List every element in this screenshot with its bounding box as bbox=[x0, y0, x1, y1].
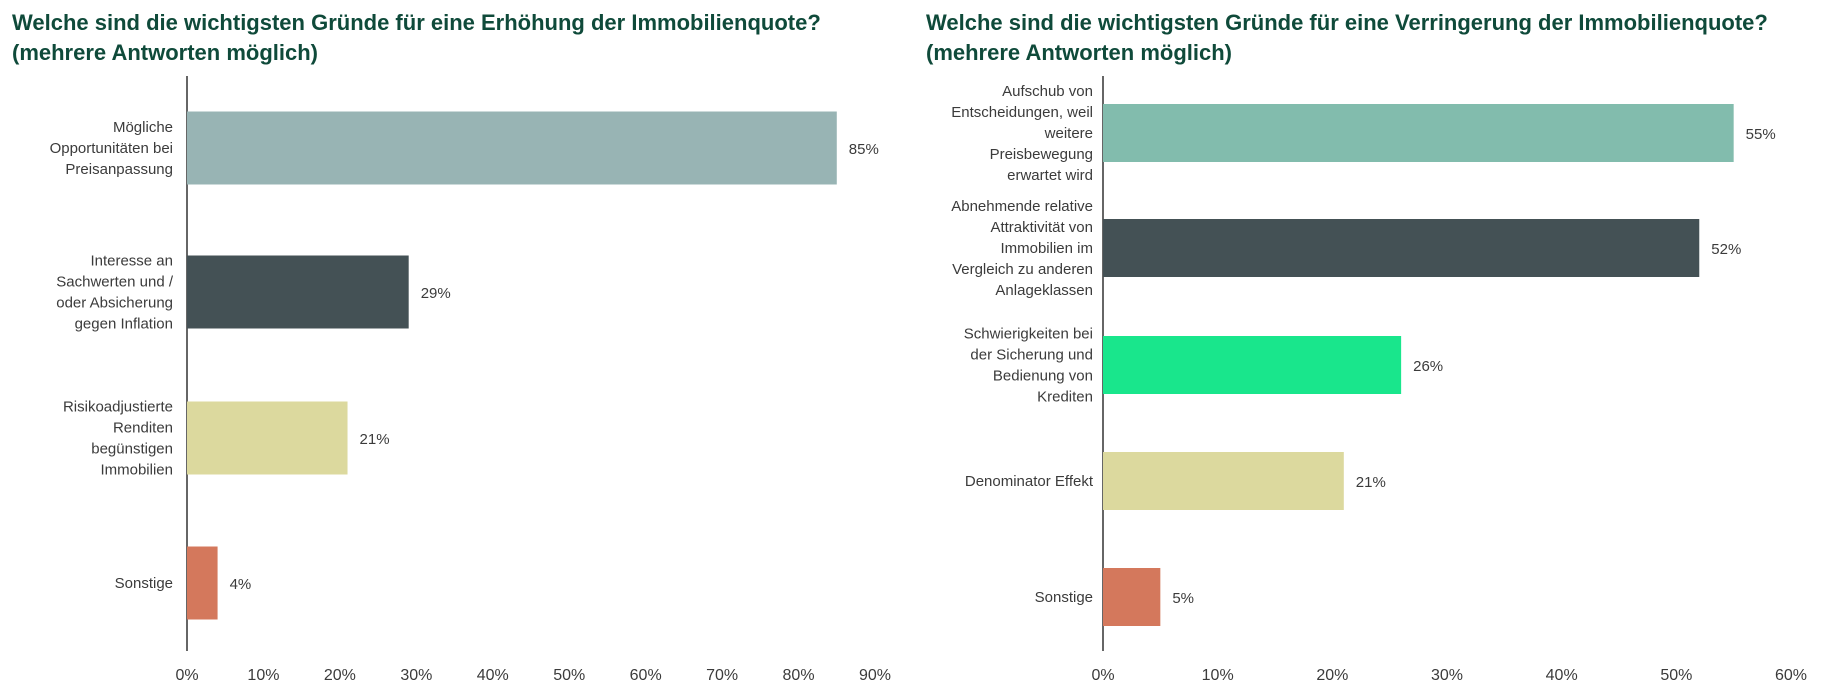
x-tick-label: 0% bbox=[1091, 667, 1114, 684]
bar-1 bbox=[187, 111, 837, 185]
category-label: Sonstige bbox=[1035, 589, 1093, 606]
category-label-line: erwartet wird bbox=[1007, 167, 1093, 184]
category-label-line: Renditen bbox=[113, 420, 173, 437]
category-label-line: gegen Inflation bbox=[75, 316, 173, 333]
category-label-line: oder Absicherung bbox=[56, 295, 173, 312]
category-label-line: Krediten bbox=[1037, 389, 1093, 406]
x-tick-label: 20% bbox=[324, 667, 356, 684]
x-tick-label: 0% bbox=[175, 667, 198, 684]
data-label: 4% bbox=[230, 576, 252, 593]
x-tick-label: 40% bbox=[1546, 667, 1578, 684]
bar-4 bbox=[187, 546, 218, 620]
data-label: 55% bbox=[1746, 126, 1776, 143]
x-tick-label: 10% bbox=[247, 667, 279, 684]
data-label: 26% bbox=[1413, 358, 1443, 375]
category-label: Risikoadjustierte Renditen begünstigen Immo… bbox=[63, 399, 173, 479]
category-label-line: der Sicherung und bbox=[970, 347, 1093, 364]
bar-2 bbox=[1103, 219, 1700, 277]
category-label-line: Immobilien im bbox=[1000, 240, 1093, 257]
category-label-line: Schwierigkeiten bei bbox=[964, 326, 1093, 343]
bar-3 bbox=[187, 401, 348, 475]
data-label: 5% bbox=[1172, 590, 1194, 607]
x-tick-label: 30% bbox=[400, 667, 432, 684]
category-label: Schwierigkeiten bei der Sicherung und Bedi… bbox=[964, 326, 1093, 406]
x-tick-label: 50% bbox=[553, 667, 585, 684]
data-label: 21% bbox=[360, 431, 390, 448]
chart-title-increase: Welche sind die wichtigsten Gründe für e… bbox=[12, 10, 821, 65]
data-label: 85% bbox=[849, 141, 879, 158]
x-tick-label: 60% bbox=[1775, 667, 1807, 684]
bar-2 bbox=[187, 255, 409, 329]
category-label: Mögliche Opportunitäten bei Preisanpassung bbox=[50, 119, 173, 178]
category-label-line: Abnehmende relative bbox=[951, 198, 1093, 215]
data-label: 21% bbox=[1356, 474, 1386, 491]
x-tick-label: 40% bbox=[477, 667, 509, 684]
bar-5 bbox=[1103, 568, 1161, 626]
category-label-line: Aufschub von bbox=[1002, 83, 1093, 100]
category-label-line: Mögliche bbox=[113, 119, 173, 136]
data-label: 52% bbox=[1711, 241, 1741, 258]
data-label: 29% bbox=[421, 285, 451, 302]
chart-title-decrease: Welche sind die wichtigsten Gründe für e… bbox=[926, 10, 1768, 65]
category-label-line: Opportunitäten bei bbox=[50, 140, 173, 157]
category-label: Interesse an Sachwerten und / oder Absiche… bbox=[56, 253, 174, 333]
bar-1 bbox=[1103, 104, 1734, 162]
category-label-line: Sonstige bbox=[1035, 589, 1093, 606]
category-label-line: Attraktivität von bbox=[990, 219, 1093, 236]
category-label: Sonstige bbox=[115, 575, 173, 592]
bar-4 bbox=[1103, 452, 1344, 510]
x-tick-label: 30% bbox=[1431, 667, 1463, 684]
category-label-line: Vergleich zu anderen bbox=[952, 261, 1093, 278]
category-label-line: begünstigen bbox=[91, 441, 173, 458]
x-tick-label: 10% bbox=[1202, 667, 1234, 684]
chart-increase-reasons: 0% 10% 20% 30% 40% 50% 60% 70% 80% 90% 85% Mögliche… bbox=[50, 76, 891, 684]
x-tick-label: 60% bbox=[630, 667, 662, 684]
x-tick-label: 80% bbox=[783, 667, 815, 684]
x-tick-label: 70% bbox=[706, 667, 738, 684]
x-tick-label: 90% bbox=[859, 667, 891, 684]
category-label-line: Sachwerten und / bbox=[56, 274, 174, 291]
category-label: Denominator Effekt bbox=[965, 473, 1094, 490]
category-label: Aufschub von Entscheidungen, weil weitere P… bbox=[951, 83, 1093, 184]
category-label: Abnehmende relative Attraktivität von Immo… bbox=[951, 198, 1093, 299]
category-label-line: Anlageklassen bbox=[995, 282, 1093, 299]
category-label-line: weitere bbox=[1044, 125, 1093, 142]
category-label-line: Risikoadjustierte bbox=[63, 399, 173, 416]
category-label-line: Immobilien bbox=[100, 462, 173, 479]
x-tick-label: 50% bbox=[1660, 667, 1692, 684]
x-tick-label: 20% bbox=[1316, 667, 1348, 684]
category-label-line: Preisanpassung bbox=[65, 161, 173, 178]
category-label-line: Interesse an bbox=[90, 253, 173, 270]
category-label-line: Preisbewegung bbox=[990, 146, 1093, 163]
category-label-line: Denominator Effekt bbox=[965, 473, 1094, 490]
category-label-line: Sonstige bbox=[115, 575, 173, 592]
category-label-line: Bedienung von bbox=[993, 368, 1093, 385]
bar-3 bbox=[1103, 336, 1402, 394]
category-label-line: Entscheidungen, weil bbox=[951, 104, 1093, 121]
